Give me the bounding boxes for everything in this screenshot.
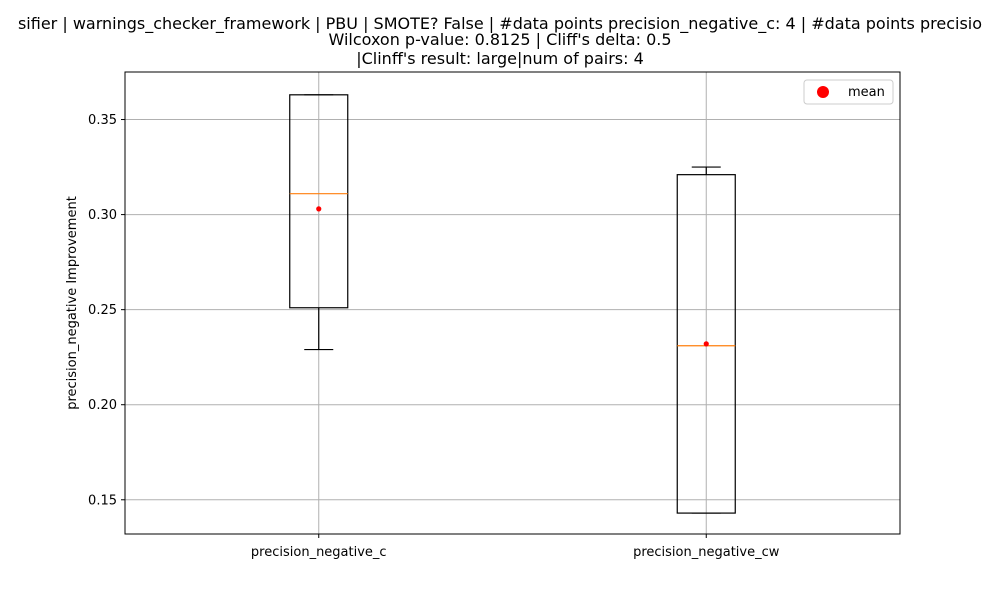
y-axis-label: precision_negative Improvement [65, 196, 80, 410]
iqr-box [289, 94, 349, 309]
y-tick-label: 0.35 [88, 113, 117, 128]
legend-frame [803, 79, 894, 105]
legend-entry-mean: mean [848, 85, 885, 100]
legend: mean [803, 79, 894, 105]
mean-marker [316, 206, 322, 212]
y-tick-label: 0.25 [88, 303, 117, 318]
chart-title-line-2: Wilcoxon p-value: 0.8125 | Cliff's delta… [328, 30, 672, 49]
iqr-box [676, 174, 736, 514]
plot-frame [124, 71, 901, 535]
box-precision_negative_c [289, 94, 349, 351]
x-tick-label: precision_negative_cw [633, 545, 780, 560]
chart-title-line-3: |Clinff's result: large|num of pairs: 4 [356, 49, 644, 68]
legend-mean-marker [817, 86, 829, 98]
grid-layer [125, 72, 900, 534]
y-tick-label: 0.30 [88, 208, 117, 223]
box-layer [289, 94, 736, 514]
x-tick-label: precision_negative_c [251, 545, 387, 560]
chart-title-line-1: sifier | warnings_checker_framework | PB… [17, 14, 983, 33]
tick-layer: 0.15 0.20 0.25 0.30 0.35 precision_negative_c… [88, 113, 780, 560]
mean-marker [703, 341, 709, 347]
y-tick-label: 0.15 [88, 493, 117, 508]
box-precision_negative_cw [676, 166, 736, 514]
y-tick-label: 0.20 [88, 398, 117, 413]
